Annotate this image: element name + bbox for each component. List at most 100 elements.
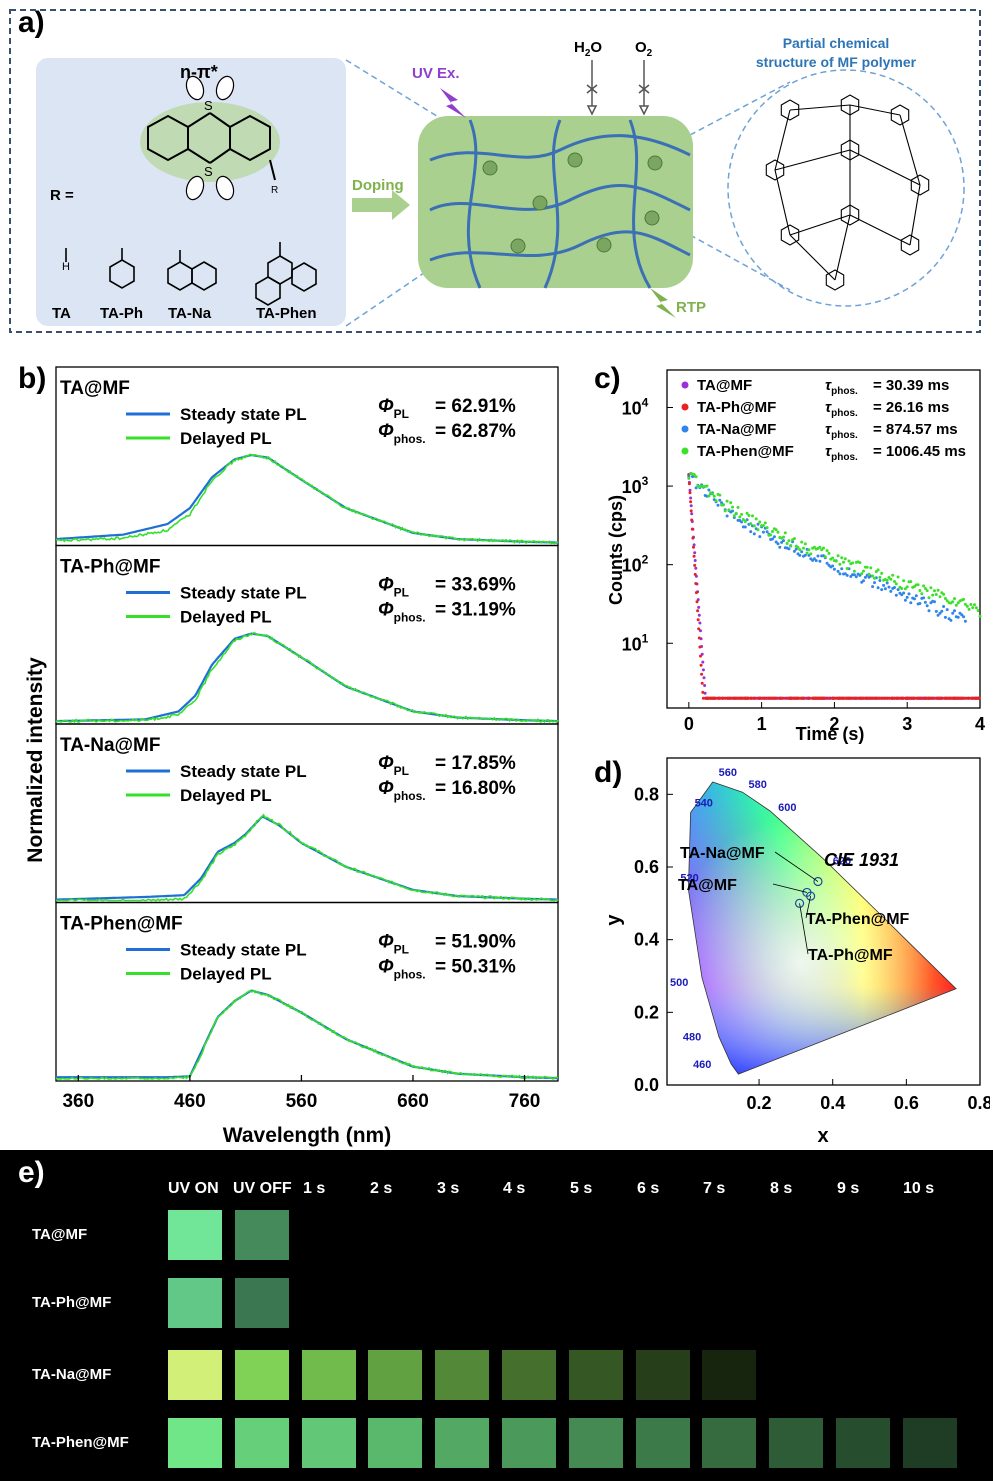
wavelength-label: 520 [680, 873, 698, 885]
phi-pl-label: ΦPL [378, 753, 409, 778]
data-point [689, 500, 693, 504]
y-tick-label: 0.4 [634, 930, 659, 950]
methylene-link [789, 234, 836, 281]
data-point [754, 517, 758, 521]
data-point [769, 533, 773, 537]
data-point [885, 581, 889, 585]
data-point [798, 553, 802, 557]
polymer-zoom-circle [727, 69, 965, 307]
spectrum-subplot: TA-Na@MF Steady state PL Delayed PL ΦPL = 17… [55, 723, 559, 904]
phi-symbol: Φ [378, 421, 394, 442]
panel-b-label: b) [18, 362, 47, 395]
time-header: 8 s [770, 1180, 793, 1197]
data-point [938, 611, 942, 615]
data-point [758, 520, 762, 524]
data-point [756, 528, 760, 532]
data-point [934, 593, 938, 596]
data-point [712, 494, 716, 498]
phi-symbol: Φ [378, 575, 394, 596]
data-point [721, 503, 725, 507]
phi-symbol: Φ [378, 396, 394, 417]
data-point [696, 609, 700, 613]
data-point [749, 530, 753, 534]
data-point [827, 551, 831, 555]
data-point [772, 535, 776, 539]
data-point [893, 586, 896, 589]
data-point [687, 482, 691, 486]
substituent-ta-na: TA-Na [168, 305, 212, 322]
steady-state-pl-curve [56, 815, 558, 901]
time-header: 6 s [637, 1180, 660, 1197]
cie-point-label: TA-Na@MF [680, 845, 765, 862]
data-point [697, 636, 701, 640]
data-point [967, 696, 971, 700]
data-point [800, 540, 804, 544]
data-point [840, 556, 844, 560]
data-point [782, 535, 785, 539]
data-point [894, 582, 898, 586]
panel-d-label: d) [594, 756, 623, 789]
data-point [867, 572, 871, 576]
sample-row-label: TA-Na@MF [32, 1366, 112, 1383]
cie-title: CIE 1931 [824, 850, 899, 870]
data-point [885, 578, 889, 582]
time-header: UV ON [168, 1180, 219, 1197]
data-point [956, 615, 960, 619]
time-header: 10 s [903, 1180, 935, 1197]
data-point [918, 602, 922, 605]
data-point [725, 499, 729, 503]
data-point [825, 561, 829, 565]
methylene-link [849, 149, 921, 186]
cie-point [794, 898, 805, 908]
phi-pl-subscript: PL [394, 407, 409, 421]
data-point [929, 586, 933, 590]
data-point [925, 589, 929, 593]
data-point [796, 545, 800, 549]
data-point [878, 575, 882, 579]
legend-delayed-label: Delayed PL [180, 965, 272, 984]
legend-label: TA@MF [697, 377, 752, 394]
spectrum-subplot: TA@MF Steady state PL Delayed PL ΦPL = 62.91… [55, 366, 559, 547]
data-point [973, 603, 976, 607]
wavelength-label: 620 [833, 855, 851, 867]
data-point [865, 565, 869, 569]
data-point [836, 554, 840, 558]
data-point [690, 527, 694, 531]
panel-d-chart: y x 460 480 500 520 540 560 580 600 620 0.2 0.4 0.6… [603, 757, 990, 1147]
doping-arrow [352, 190, 410, 220]
data-point [803, 542, 807, 546]
y-tick-label: 0.8 [634, 784, 659, 804]
decay-series: TA-Phen@MF τphos. = 1006.45 ms [681, 443, 982, 618]
doping-label: Doping [352, 177, 404, 194]
data-point [776, 530, 780, 534]
panel-d-xlabel: x [817, 1125, 828, 1147]
phosphorescence-photo [234, 1350, 289, 1400]
data-point [942, 605, 946, 608]
cie-leader-line [772, 883, 808, 893]
polymer-fibers [429, 119, 691, 289]
phosphorescence-photo [502, 1418, 556, 1468]
data-point [763, 521, 767, 525]
data-point [845, 573, 849, 577]
data-point [900, 587, 904, 590]
phosphorescence-photo [702, 1350, 757, 1400]
data-point [699, 663, 703, 667]
rtp-emission-icon [650, 288, 676, 318]
cie-leader-line [799, 903, 809, 955]
phi-symbol: Φ [378, 932, 394, 953]
phosphorescence-photo [368, 1350, 423, 1400]
data-point [880, 571, 884, 575]
data-point [787, 547, 791, 551]
time-header: 2 s [370, 1180, 393, 1197]
data-point [842, 560, 845, 564]
data-point [916, 583, 920, 587]
legend-label: TA-Phen@MF [697, 443, 794, 460]
uv-ex-label: UV Ex. [412, 65, 460, 82]
steady-state-pl-curve [55, 453, 558, 544]
methylene-link [774, 109, 791, 171]
uv-excitation-icon [440, 88, 466, 118]
triazine-ring [890, 104, 910, 126]
data-point [740, 520, 744, 524]
cie-point-label: TA-Ph@MF [808, 947, 893, 964]
tau-symbol: τ [825, 377, 832, 394]
